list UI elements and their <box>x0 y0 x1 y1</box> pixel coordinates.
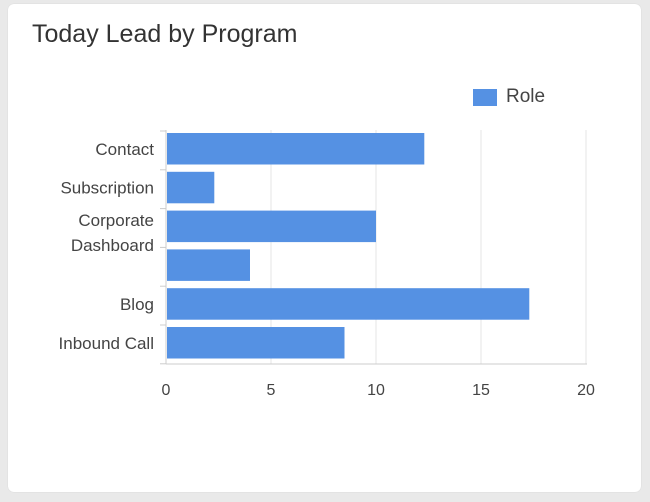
category-label: Contact <box>95 140 154 159</box>
bar[interactable] <box>167 288 530 320</box>
x-tick-label: 15 <box>472 382 490 399</box>
x-tick-label: 5 <box>267 382 276 399</box>
chart-card: Today Lead by Program Role <box>8 4 641 492</box>
legend[interactable]: Role <box>473 86 545 108</box>
x-tick-label: 10 <box>367 382 385 399</box>
grid <box>160 130 587 365</box>
category-labels: Contact Subscription Corporate Dashboard Blo… <box>59 140 155 353</box>
bars <box>167 133 530 359</box>
x-tick-label: 0 <box>162 382 171 399</box>
category-label: Dashboard <box>71 236 154 255</box>
x-tick-label: 20 <box>577 382 595 399</box>
category-label: Subscription <box>60 179 154 198</box>
x-axis-ticks: 0 5 10 15 20 <box>162 382 595 399</box>
legend-swatch <box>473 88 497 106</box>
bar[interactable] <box>167 210 376 243</box>
category-label: Inbound Call <box>59 334 154 353</box>
bar[interactable] <box>167 133 425 165</box>
card-title: Today Lead by Program <box>32 20 298 48</box>
category-label: Blog <box>120 295 154 314</box>
legend-label-role: Role <box>506 86 546 107</box>
category-label: Corporate <box>78 211 154 230</box>
bar[interactable] <box>167 171 215 204</box>
bar[interactable] <box>167 327 345 359</box>
bar[interactable] <box>167 249 250 281</box>
